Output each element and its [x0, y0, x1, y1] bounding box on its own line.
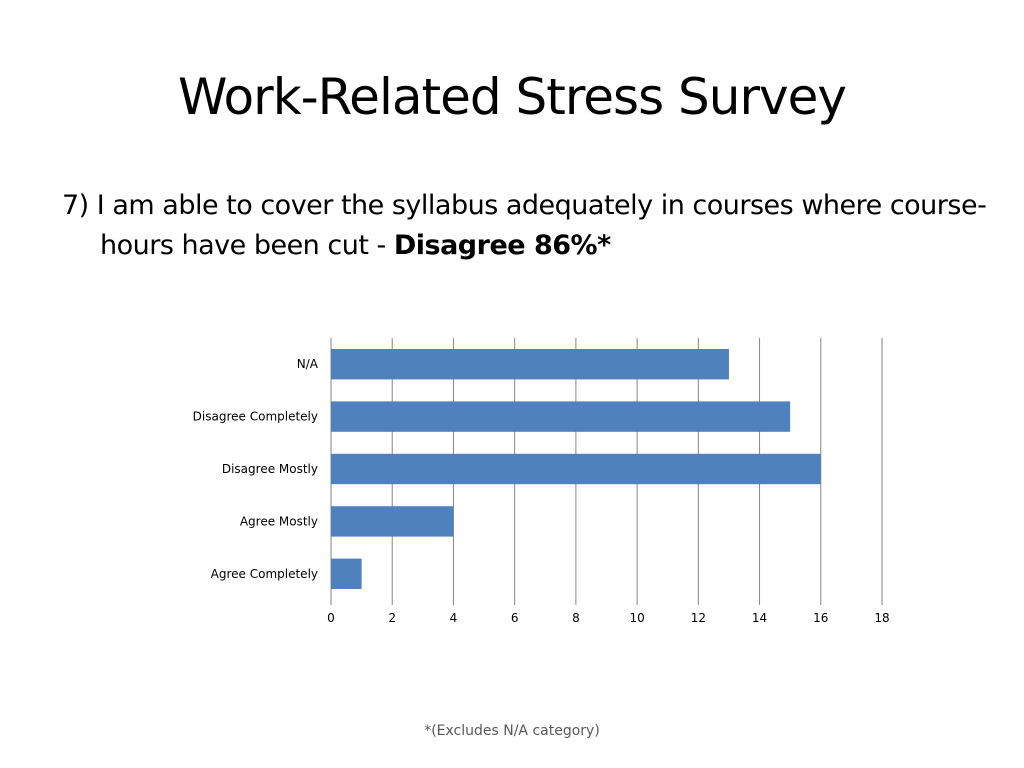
x-tick-label: 6 [511, 611, 519, 625]
x-tick-label: 18 [874, 611, 889, 625]
bar-n-a [331, 349, 729, 380]
x-tick-label: 2 [388, 611, 396, 625]
footnote: *(Excludes N/A category) [424, 723, 600, 739]
slide-title: Work-Related Stress Survey [178, 68, 847, 126]
x-tick-label: 4 [450, 611, 458, 625]
bar-agree-mostly [331, 506, 454, 537]
x-tick-label: 0 [327, 611, 335, 625]
x-tick-label: 10 [629, 611, 644, 625]
question-text: 7) I am able to cover the syllabus adequ… [62, 186, 1000, 266]
bar-disagree-completely [331, 401, 791, 432]
question-emphasis: Disagree 86%* [393, 230, 611, 261]
bar-chart: 0 2 4 6 8 10 12 14 16 18 N/A Disagree Completely Dis… [193, 338, 890, 625]
bar-disagree-mostly [331, 453, 821, 485]
x-tick-label: 12 [691, 611, 706, 625]
category-label: Disagree Mostly [222, 462, 318, 476]
x-tick-label: 8 [572, 611, 580, 625]
category-label: Agree Completely [211, 567, 318, 581]
x-tick-label: 14 [752, 611, 767, 625]
category-label: Agree Mostly [240, 514, 318, 528]
category-label: N/A [297, 357, 319, 371]
x-tick-label: 16 [813, 611, 828, 625]
category-label: Disagree Completely [193, 410, 318, 424]
bar-agree-completely [331, 558, 362, 589]
question-body: 7) I am able to cover the syllabus adequ… [62, 190, 987, 261]
